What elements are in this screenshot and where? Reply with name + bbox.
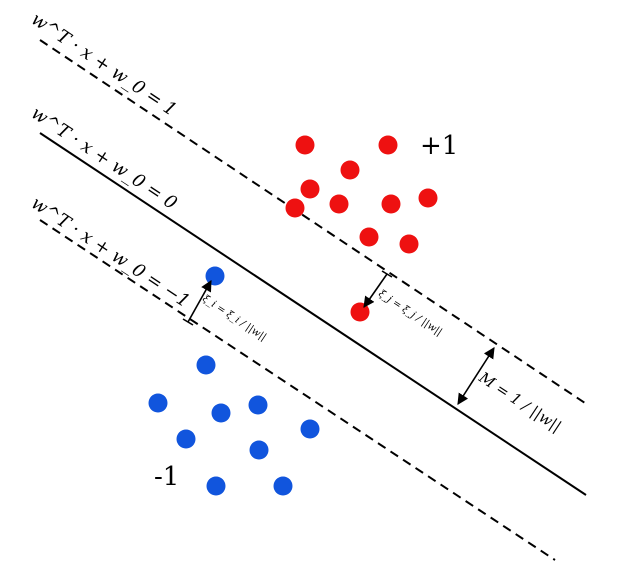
positive-point [285, 198, 305, 218]
positive-point [399, 234, 419, 254]
svg-text:M = 1 / ||w||: M = 1 / ||w|| [475, 368, 565, 436]
positive-point [418, 188, 438, 208]
negative-class-points [148, 266, 320, 496]
positive-point [329, 194, 349, 214]
positive-point [300, 179, 320, 199]
margin-arrow [457, 347, 495, 405]
slack-i-label: ξ_i = ξ_i / ||w|| [200, 293, 268, 343]
negative-point [211, 403, 231, 423]
upper-margin-label: w^T · x + w_0 = 1 [27, 9, 180, 121]
negative-point [300, 419, 320, 439]
slack-j-label: ξ_j = ξ_j / ||w|| [376, 288, 444, 338]
positive-point [378, 135, 398, 155]
svg-text:ξ_j = ξ_j / ||w||: ξ_j = ξ_j / ||w|| [376, 288, 444, 338]
svg-text:w^T · x + w_0 = 1: w^T · x + w_0 = 1 [27, 9, 180, 121]
negative-point [206, 476, 226, 496]
slack-j-indicator [363, 270, 393, 308]
lower-margin-line [39, 219, 556, 561]
positive-point [381, 194, 401, 214]
positive-point [340, 160, 360, 180]
negative-point [148, 393, 168, 413]
svg-text:ξ_i = ξ_i / ||w||: ξ_i = ξ_i / ||w|| [200, 293, 268, 343]
positive-class-label: +1 [420, 131, 458, 161]
slack-i-indicator [182, 280, 212, 326]
positive-class-points [285, 135, 438, 322]
margin-label: M = 1 / ||w|| [475, 368, 565, 436]
negative-class-label: -1 [154, 462, 179, 492]
decision-boundary-line [39, 132, 587, 496]
negative-point [196, 355, 216, 375]
positive-point [295, 135, 315, 155]
positive-point [359, 227, 379, 247]
negative-point [176, 429, 196, 449]
upper-margin-line [39, 39, 589, 406]
negative-point [248, 395, 268, 415]
negative-point-violator [205, 266, 225, 286]
negative-point [273, 476, 293, 496]
negative-point [249, 440, 269, 460]
positive-point-violator [350, 302, 370, 322]
